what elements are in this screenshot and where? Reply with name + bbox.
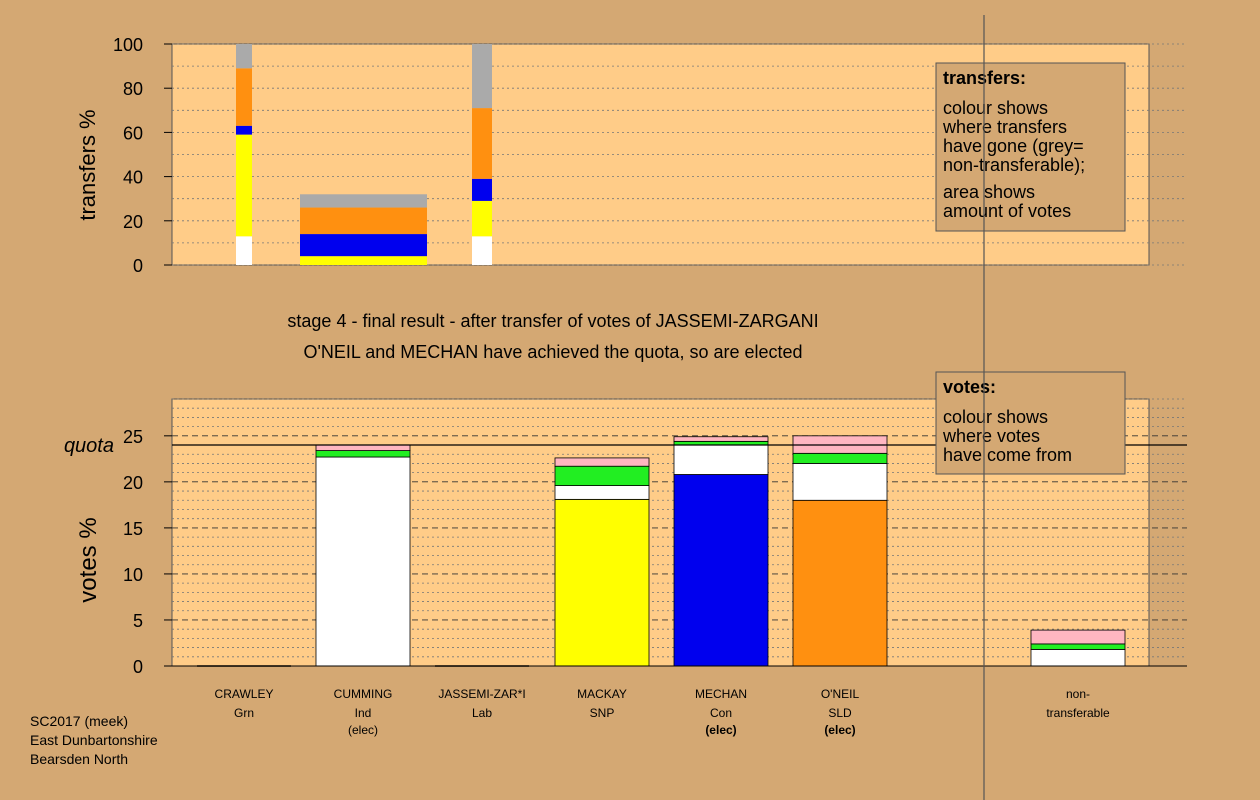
transfer-segment bbox=[300, 194, 427, 208]
y-tick-label: 15 bbox=[123, 519, 143, 539]
footer-ward: Bearsden North bbox=[30, 751, 128, 767]
votes-y-ticks: 0 5 10 15 20 25 bbox=[123, 427, 172, 677]
transfers-legend-box bbox=[935, 62, 1126, 232]
vote-segment bbox=[673, 474, 769, 667]
y-tick-label: 20 bbox=[123, 212, 143, 232]
transfer-segment bbox=[236, 68, 252, 126]
transfer-segment bbox=[236, 125, 252, 135]
y-tick-label: 80 bbox=[123, 79, 143, 99]
transfer-segment bbox=[236, 44, 252, 69]
transfers-legend-line: amount of votes bbox=[943, 201, 1071, 221]
candidate-party: Con bbox=[710, 706, 732, 720]
candidate-status: (elec) bbox=[348, 723, 378, 737]
vote-segment bbox=[315, 450, 411, 458]
result-title: O'NEIL and MECHAN have achieved the quot… bbox=[303, 342, 802, 362]
y-tick-label: 60 bbox=[123, 123, 143, 143]
candidate-party: Grn bbox=[234, 706, 254, 720]
candidate-name: CUMMING bbox=[334, 687, 393, 701]
transfer-segment bbox=[472, 108, 492, 179]
vote-segment bbox=[315, 444, 411, 451]
y-tick-label: 40 bbox=[123, 168, 143, 188]
y-tick-label: 10 bbox=[123, 565, 143, 585]
candidate-party: Lab bbox=[472, 706, 492, 720]
y-tick-label: 0 bbox=[133, 657, 143, 677]
transfers-y-axis-label: transfers % bbox=[75, 109, 100, 220]
non-transferable-label: transferable bbox=[1046, 706, 1110, 720]
vote-segment bbox=[1030, 649, 1126, 667]
transfers-chart: 0 20 40 60 80 100 transfers % transfers: colo… bbox=[75, 35, 1187, 276]
vote-segment bbox=[315, 456, 411, 667]
vote-segment bbox=[1030, 629, 1126, 645]
candidate-status: (elec) bbox=[824, 723, 855, 737]
transfers-legend-line: non-transferable); bbox=[943, 155, 1085, 175]
transfers-y-ticks: 0 20 40 60 80 100 bbox=[113, 35, 172, 276]
footer: SC2017 (meek) East Dunbartonshire Bearsd… bbox=[30, 713, 158, 767]
candidate-name: MECHAN bbox=[695, 687, 747, 701]
footer-council: East Dunbartonshire bbox=[30, 732, 158, 748]
transfers-legend: transfers: colour shows where transfers … bbox=[935, 62, 1126, 232]
candidate-status: (elec) bbox=[705, 723, 736, 737]
candidate-party: SNP bbox=[590, 706, 615, 720]
vote-segment bbox=[554, 485, 650, 500]
transfer-segment bbox=[236, 134, 252, 237]
y-tick-label: 5 bbox=[133, 611, 143, 631]
transfer-segment bbox=[472, 200, 492, 237]
transfers-legend-line: have gone (grey= bbox=[943, 136, 1084, 156]
y-tick-label: 25 bbox=[123, 427, 143, 447]
candidate-name: JASSEMI-ZAR*I bbox=[438, 687, 525, 701]
transfer-segment bbox=[472, 236, 492, 265]
footer-system: SC2017 (meek) bbox=[30, 713, 128, 729]
transfers-legend-line: colour shows bbox=[943, 98, 1048, 118]
transfers-legend-line: where transfers bbox=[942, 117, 1067, 137]
votes-legend-box bbox=[935, 371, 1126, 475]
transfers-legend-line: area shows bbox=[943, 182, 1035, 202]
vote-segment bbox=[792, 463, 888, 501]
vote-segment bbox=[554, 457, 650, 467]
vote-segment bbox=[554, 498, 650, 667]
y-tick-label: 20 bbox=[123, 473, 143, 493]
y-tick-label: 0 bbox=[133, 256, 143, 276]
vote-segment bbox=[792, 452, 888, 464]
non-transferable-label: non- bbox=[1066, 687, 1090, 701]
votes-legend: votes: colour shows where votes have com… bbox=[935, 371, 1126, 475]
vote-segment bbox=[554, 465, 650, 486]
transfer-segment bbox=[300, 256, 427, 265]
y-tick-label: 100 bbox=[113, 35, 143, 55]
transfer-segment bbox=[236, 236, 252, 265]
votes-y-axis-label: votes % bbox=[75, 517, 102, 602]
transfers-bars bbox=[236, 44, 492, 265]
stage-title: stage 4 - final result - after transfer … bbox=[287, 311, 818, 331]
candidate-party: Ind bbox=[355, 706, 372, 720]
votes-legend-line: have come from bbox=[943, 445, 1072, 465]
votes-legend-line: colour shows bbox=[943, 407, 1048, 427]
quota-label: quota bbox=[64, 435, 114, 457]
candidate-name: MACKAY bbox=[577, 687, 627, 701]
candidate-labels: CRAWLEY Grn CUMMING Ind (elec) JASSEMI-ZAR*I L… bbox=[215, 687, 1110, 737]
vote-segment bbox=[792, 499, 888, 667]
transfer-segment bbox=[300, 207, 427, 235]
vote-segment bbox=[673, 436, 769, 442]
transfer-segment bbox=[472, 44, 492, 109]
votes-legend-title: votes: bbox=[943, 377, 996, 397]
transfer-segment bbox=[472, 178, 492, 201]
vote-segment bbox=[673, 444, 769, 475]
transfer-segment bbox=[300, 234, 427, 257]
votes-legend-line: where votes bbox=[942, 426, 1040, 446]
candidate-party: SLD bbox=[828, 706, 852, 720]
vote-segment bbox=[1030, 643, 1126, 650]
votes-chart: 0 5 10 15 20 25 quota votes % CRAWLEY Grn CUMMI… bbox=[64, 371, 1187, 737]
candidate-name: O'NEIL bbox=[821, 687, 860, 701]
votes-bars bbox=[197, 435, 1126, 667]
candidate-name: CRAWLEY bbox=[215, 687, 274, 701]
